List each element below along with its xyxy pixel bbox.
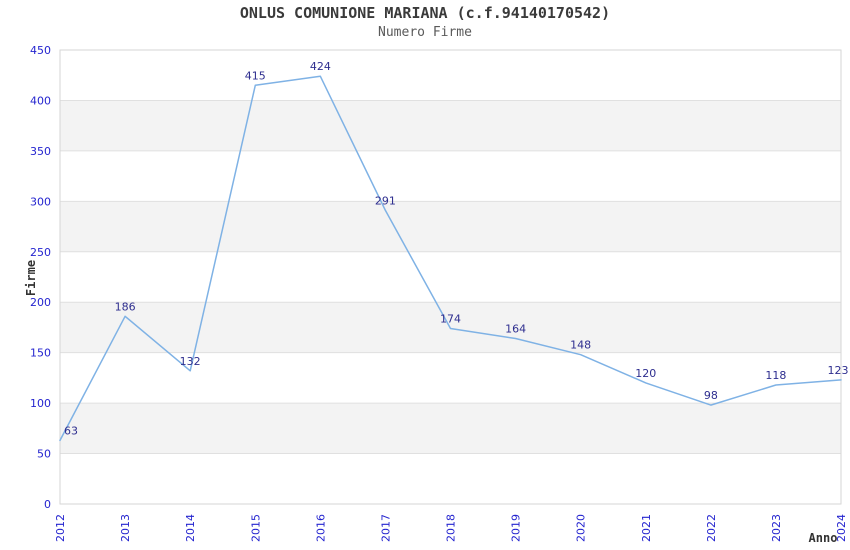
svg-text:2020: 2020 <box>575 514 588 542</box>
svg-text:50: 50 <box>37 448 51 461</box>
svg-text:100: 100 <box>30 397 51 410</box>
svg-text:63: 63 <box>64 424 78 437</box>
svg-text:415: 415 <box>245 69 266 82</box>
svg-text:132: 132 <box>180 355 201 368</box>
x-tick-labels: 2012 2013 2014 2015 2016 2017 2018 2019 2020 2021… <box>54 514 848 542</box>
svg-text:174: 174 <box>440 312 461 325</box>
x-axis-title: Anno <box>808 531 838 545</box>
y-tick-labels: 0 50 100 150 200 250 300 350 400 450 <box>30 44 51 511</box>
svg-text:2012: 2012 <box>54 514 67 542</box>
svg-text:118: 118 <box>765 369 786 382</box>
data-labels: 63 186 132 415 424 291 174 164 148 120 98 118 123 <box>64 60 849 437</box>
chart-title: ONLUS COMUNIONE MARIANA (c.f.94140170542… <box>239 4 611 22</box>
svg-text:2021: 2021 <box>640 514 653 542</box>
svg-text:164: 164 <box>505 323 526 336</box>
svg-text:0: 0 <box>44 498 51 511</box>
svg-text:291: 291 <box>375 194 396 207</box>
svg-text:2019: 2019 <box>510 514 523 542</box>
plot-border <box>59 49 842 505</box>
svg-text:2015: 2015 <box>249 514 262 542</box>
gridlines <box>60 99 841 455</box>
svg-text:2016: 2016 <box>314 514 327 542</box>
svg-text:148: 148 <box>570 339 591 352</box>
svg-text:2018: 2018 <box>445 514 458 542</box>
svg-text:450: 450 <box>30 44 51 57</box>
svg-text:2017: 2017 <box>379 514 392 542</box>
svg-text:2013: 2013 <box>119 514 132 542</box>
svg-text:150: 150 <box>30 347 51 360</box>
chart-subtitle: Numero Firme <box>378 25 472 40</box>
svg-text:2022: 2022 <box>705 514 718 542</box>
svg-text:120: 120 <box>635 367 656 380</box>
y-axis-title: Firme <box>24 259 38 297</box>
svg-text:2014: 2014 <box>184 514 197 542</box>
plot-bands <box>60 50 841 504</box>
svg-text:424: 424 <box>310 60 331 73</box>
svg-text:2024: 2024 <box>835 514 848 542</box>
series-line <box>59 75 842 442</box>
svg-text:250: 250 <box>30 246 51 259</box>
svg-text:123: 123 <box>828 364 849 377</box>
svg-text:300: 300 <box>30 195 51 208</box>
svg-text:2023: 2023 <box>770 514 783 542</box>
svg-text:98: 98 <box>704 389 718 402</box>
svg-text:350: 350 <box>30 145 51 158</box>
svg-text:400: 400 <box>30 94 51 107</box>
svg-text:186: 186 <box>115 300 136 313</box>
svg-text:200: 200 <box>30 296 51 309</box>
